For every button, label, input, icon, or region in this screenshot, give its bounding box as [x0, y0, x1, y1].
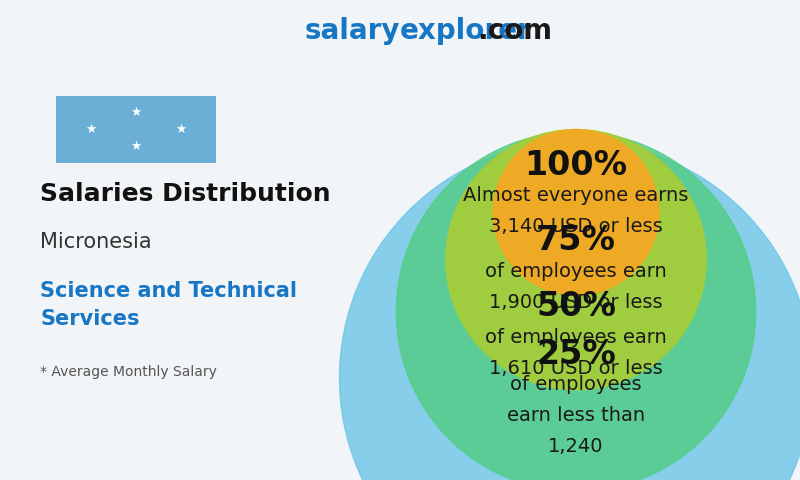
Text: Science and Technical
Services: Science and Technical Services: [40, 281, 297, 329]
Text: ★: ★: [175, 123, 186, 136]
Text: 1,610 USD or less: 1,610 USD or less: [489, 359, 663, 378]
Text: of employees earn: of employees earn: [485, 328, 667, 347]
Text: ★: ★: [130, 106, 142, 120]
Text: Salaries Distribution: Salaries Distribution: [40, 182, 330, 206]
Text: .com: .com: [478, 17, 553, 45]
Text: 3,140 USD or less: 3,140 USD or less: [489, 217, 663, 236]
Text: 75%: 75%: [536, 224, 616, 257]
Text: Micronesia: Micronesia: [40, 232, 152, 252]
Text: 1,900 USD or less: 1,900 USD or less: [489, 293, 663, 312]
Text: ★: ★: [86, 123, 97, 136]
Circle shape: [339, 141, 800, 480]
Circle shape: [446, 130, 706, 390]
Text: 25%: 25%: [536, 338, 616, 371]
Text: * Average Monthly Salary: * Average Monthly Salary: [40, 365, 217, 379]
Circle shape: [494, 130, 658, 295]
Text: of employees earn: of employees earn: [485, 262, 667, 281]
Text: salary: salary: [305, 17, 400, 45]
Circle shape: [396, 132, 756, 480]
Text: 100%: 100%: [525, 148, 627, 181]
Text: 50%: 50%: [536, 290, 616, 324]
Text: earn less than: earn less than: [507, 406, 645, 425]
Text: explorer: explorer: [400, 17, 532, 45]
Text: 1,240: 1,240: [548, 437, 604, 456]
FancyBboxPatch shape: [53, 95, 219, 165]
Text: ★: ★: [130, 140, 142, 153]
Text: of employees: of employees: [510, 375, 642, 395]
Text: Almost everyone earns: Almost everyone earns: [463, 186, 689, 205]
